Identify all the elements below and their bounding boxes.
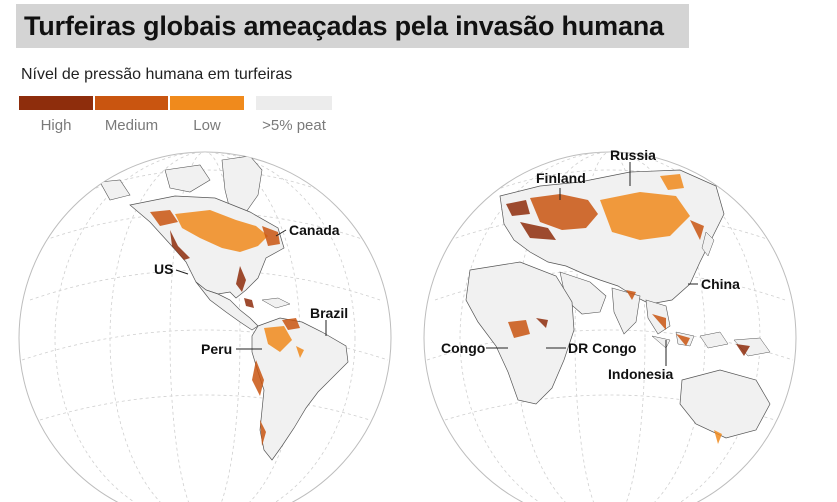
globe-eurasia: Russia Finland China Congo DR Congo Indo… [423, 147, 797, 502]
globe-americas: Canada US Brazil Peru [18, 151, 392, 502]
legend-label-high: High [40, 117, 72, 134]
label-china: China [701, 276, 740, 292]
legend-swatch-peat [256, 96, 332, 110]
americas-leader-lines [175, 229, 327, 350]
legend-label-medium: Medium [104, 117, 159, 134]
eurasia-peat [506, 174, 750, 444]
label-canada: Canada [289, 222, 340, 238]
label-russia: Russia [610, 147, 656, 163]
label-indonesia: Indonesia [608, 366, 674, 382]
chart-title: Turfeiras globais ameaçadas pela invasão… [24, 10, 664, 41]
label-finland: Finland [536, 170, 586, 186]
label-us: US [154, 261, 173, 277]
legend-swatch-medium [95, 96, 168, 110]
title-bar: Turfeiras globais ameaçadas pela invasão… [16, 4, 689, 48]
label-dr-congo: DR Congo [568, 340, 636, 356]
legend-label-peat: >5% peat [262, 117, 326, 134]
legend-label-low: Low [193, 117, 221, 134]
legend-swatch-high [19, 96, 93, 110]
eurasia-leader-lines [486, 162, 698, 366]
legend-title: Nível de pressão humana em turfeiras [21, 66, 293, 83]
label-peru: Peru [201, 341, 232, 357]
legend-swatch-low [170, 96, 244, 110]
label-congo: Congo [441, 340, 485, 356]
americas-peat [150, 210, 304, 446]
label-brazil: Brazil [310, 305, 348, 321]
